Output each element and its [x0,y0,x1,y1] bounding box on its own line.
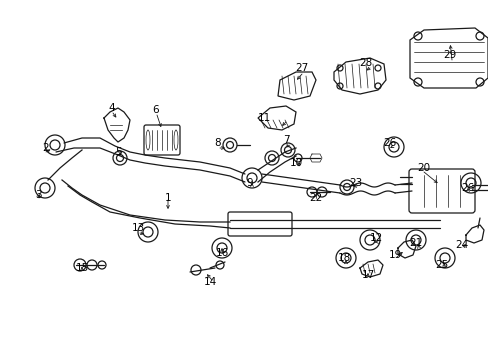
Text: 12: 12 [368,233,382,243]
Text: 23: 23 [348,178,362,188]
Text: 27: 27 [295,63,308,73]
Text: 14: 14 [203,277,216,287]
Text: 25: 25 [434,260,447,270]
Text: 24: 24 [454,240,468,250]
Text: 28: 28 [359,58,372,68]
Text: 3: 3 [35,190,41,200]
Text: 11: 11 [257,113,270,123]
Text: 6: 6 [152,105,159,115]
Text: 17: 17 [361,270,374,280]
Text: 2: 2 [42,143,49,153]
Text: 8: 8 [214,138,221,148]
Text: 9: 9 [246,178,253,188]
Text: 29: 29 [443,50,456,60]
Text: 20: 20 [417,163,429,173]
Text: 13: 13 [131,223,144,233]
Text: 15: 15 [75,263,88,273]
Text: 4: 4 [108,103,115,113]
Text: 19: 19 [387,250,401,260]
Text: 22: 22 [309,193,322,203]
Text: 18: 18 [337,253,350,263]
Text: 10: 10 [289,158,302,168]
Text: 1: 1 [164,193,171,203]
Text: 16: 16 [215,248,228,258]
Text: 5: 5 [115,147,121,157]
Text: 26: 26 [383,138,396,148]
Text: 26: 26 [461,183,474,193]
Text: 7: 7 [282,135,289,145]
Text: 21: 21 [408,238,422,248]
